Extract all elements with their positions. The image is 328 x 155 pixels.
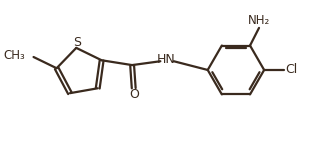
Text: NH₂: NH₂ bbox=[248, 14, 270, 27]
Text: CH₃: CH₃ bbox=[4, 49, 26, 62]
Text: Cl: Cl bbox=[285, 63, 297, 76]
Text: HN: HN bbox=[156, 53, 175, 66]
Text: O: O bbox=[129, 88, 139, 101]
Text: S: S bbox=[73, 36, 81, 49]
